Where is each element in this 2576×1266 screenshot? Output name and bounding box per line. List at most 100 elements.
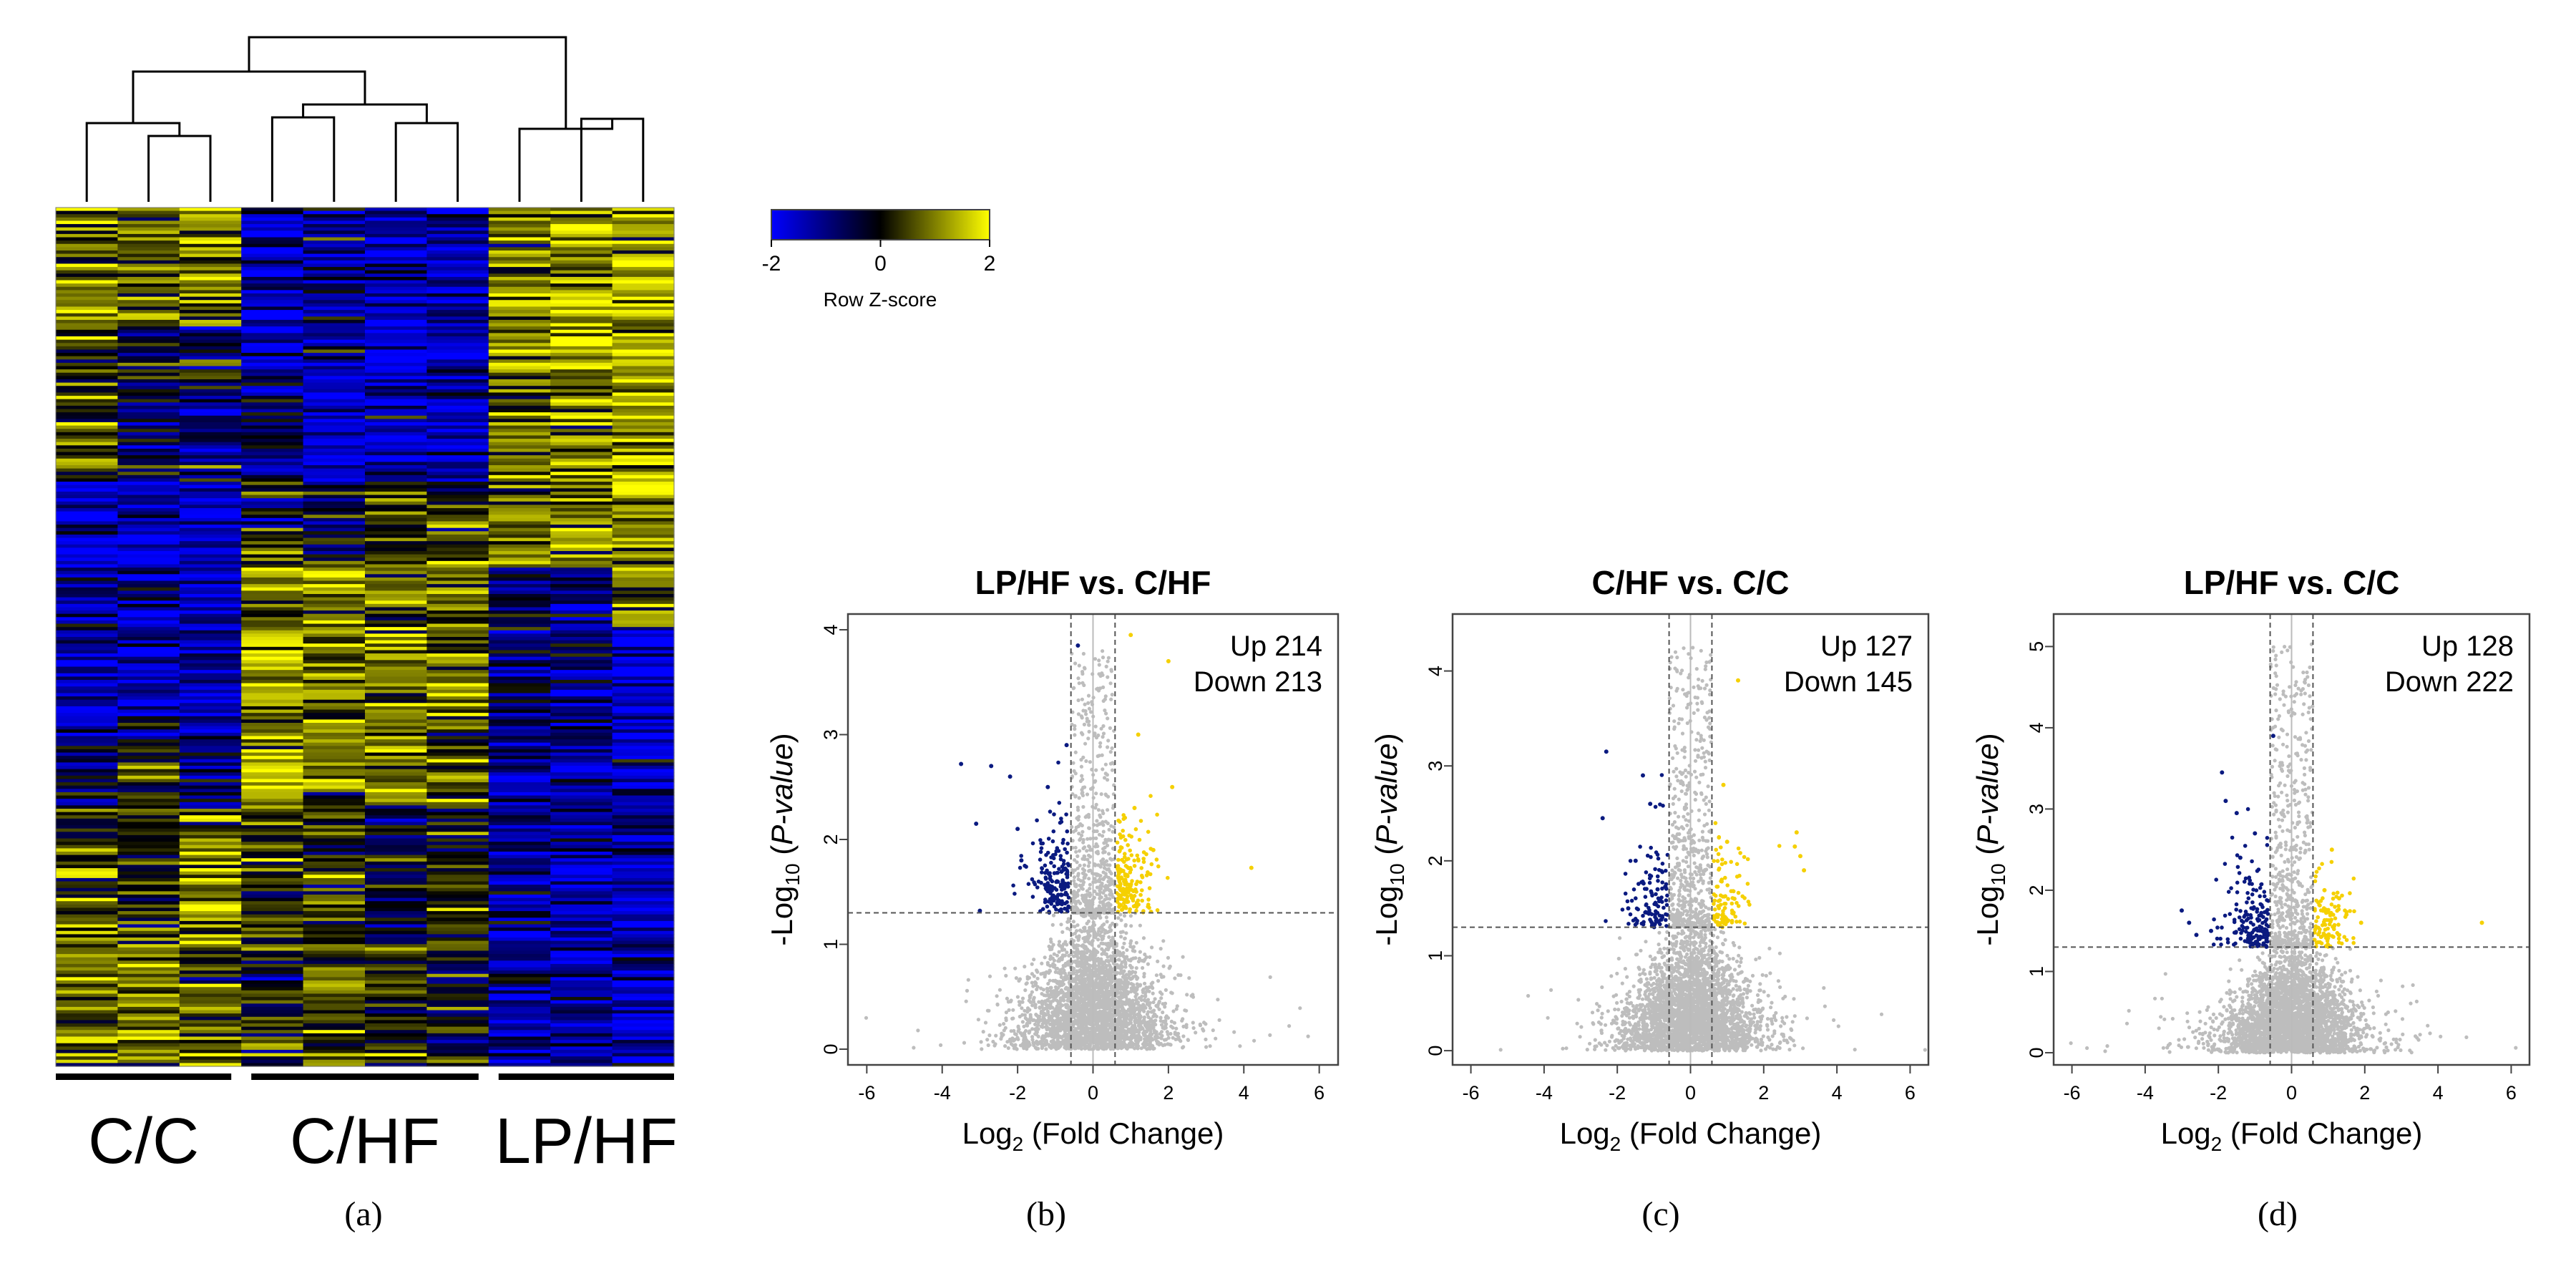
heatmap-cell xyxy=(303,1030,366,1034)
heatmap-cell xyxy=(117,907,180,912)
dendrogram-branch xyxy=(580,117,645,202)
heatmap-cell xyxy=(179,389,242,394)
heatmap-cell xyxy=(612,854,675,859)
heatmap-cell xyxy=(612,478,675,482)
heatmap-cell xyxy=(488,660,551,664)
heatmap-cell xyxy=(56,515,118,519)
dendrogram-branch xyxy=(248,36,567,129)
heatmap-cell xyxy=(179,954,242,958)
heatmap-cell xyxy=(365,1049,427,1054)
down-count-label: Down 213 xyxy=(1194,666,1322,698)
heatmap-cell xyxy=(426,521,489,525)
heatmap-cell xyxy=(117,412,180,417)
heatmap-cell xyxy=(612,220,675,225)
heatmap-cell xyxy=(303,696,366,701)
heatmap-cell xyxy=(241,689,304,694)
heatmap-cell xyxy=(612,683,675,687)
heatmap-cell xyxy=(303,954,366,958)
heatmap-cell xyxy=(241,310,304,314)
heatmap-cell xyxy=(488,541,551,545)
heatmap-cell xyxy=(612,834,675,839)
heatmap-cell xyxy=(488,554,551,558)
heatmap-cell xyxy=(612,482,675,486)
heatmap-cell xyxy=(612,495,675,499)
heatmap-cell xyxy=(117,683,180,687)
heatmap-cell xyxy=(179,887,242,892)
heatmap-row xyxy=(56,643,675,648)
heatmap-cell xyxy=(303,422,366,427)
heatmap-cell xyxy=(56,227,118,231)
heatmap-row xyxy=(56,286,675,291)
heatmap-cell xyxy=(612,366,675,370)
heatmap-cell xyxy=(179,296,242,301)
heatmap-cell xyxy=(117,208,180,212)
heatmap-cell xyxy=(488,713,551,717)
heatmap-cell xyxy=(550,779,613,783)
heatmap-cell xyxy=(303,802,366,806)
heatmap-cell xyxy=(550,670,613,674)
heatmap-row xyxy=(56,247,675,251)
heatmap-row xyxy=(56,329,675,333)
heatmap-cell xyxy=(488,785,551,789)
heatmap-cell xyxy=(179,693,242,697)
heatmap-cell xyxy=(56,947,118,952)
heatmap-cell xyxy=(365,339,427,344)
heatmap-cell xyxy=(550,640,613,644)
x-tick-label: -6 xyxy=(858,1082,875,1104)
heatmap-cell xyxy=(365,310,427,314)
heatmap-cell xyxy=(241,752,304,756)
heatmap-cell xyxy=(56,977,118,981)
heatmap-cell xyxy=(550,468,613,472)
heatmap-cell xyxy=(117,1030,180,1034)
heatmap-cell xyxy=(550,980,613,985)
heatmap-cell xyxy=(241,323,304,327)
heatmap-cell xyxy=(550,498,613,502)
heatmap-cell xyxy=(241,930,304,935)
heatmap-cell xyxy=(117,491,180,496)
heatmap-cell xyxy=(56,854,118,859)
heatmap-cell xyxy=(241,809,304,813)
heatmap-cell xyxy=(488,815,551,819)
heatmap-cell xyxy=(117,389,180,394)
heatmap-cell xyxy=(241,775,304,780)
heatmap-cell xyxy=(303,990,366,995)
heatmap-cell xyxy=(241,356,304,360)
heatmap-cell xyxy=(426,812,489,816)
heatmap-cell xyxy=(56,934,118,938)
heatmap-cell xyxy=(612,766,675,770)
heatmap-cell xyxy=(426,822,489,826)
heatmap-cell xyxy=(488,386,551,390)
heatmap-cell xyxy=(303,554,366,558)
heatmap-cell xyxy=(426,792,489,797)
heatmap-cell xyxy=(303,280,366,284)
heatmap-cell xyxy=(488,723,551,727)
heatmap-cell xyxy=(117,399,180,403)
heatmap-cell xyxy=(550,570,613,575)
heatmap-cell xyxy=(56,220,118,225)
heatmap-row xyxy=(56,1049,675,1054)
heatmap-cell xyxy=(365,633,427,638)
heatmap-cell xyxy=(241,267,304,271)
heatmap-cell xyxy=(365,257,427,261)
heatmap-cell xyxy=(426,990,489,995)
heatmap-cell xyxy=(426,435,489,439)
heatmap-cell xyxy=(550,329,613,333)
heatmap-cell xyxy=(550,253,613,258)
heatmap-cell xyxy=(488,699,551,703)
heatmap-cell xyxy=(179,673,242,677)
heatmap-cell xyxy=(550,1063,613,1067)
heatmap-cell xyxy=(56,620,118,625)
heatmap-cell xyxy=(303,709,366,714)
heatmap-cell xyxy=(303,993,366,998)
heatmap-cell xyxy=(56,392,118,396)
heatmap-cell xyxy=(365,825,427,829)
heatmap-cell xyxy=(612,600,675,605)
heatmap-cell xyxy=(550,739,613,744)
heatmap-row xyxy=(56,1003,675,1008)
heatmap-cell xyxy=(426,448,489,453)
heatmap-cell xyxy=(179,247,242,251)
heatmap-cell xyxy=(179,683,242,687)
heatmap-cell xyxy=(56,1033,118,1038)
heatmap-cell xyxy=(56,250,118,255)
heatmap-cell xyxy=(303,300,366,304)
